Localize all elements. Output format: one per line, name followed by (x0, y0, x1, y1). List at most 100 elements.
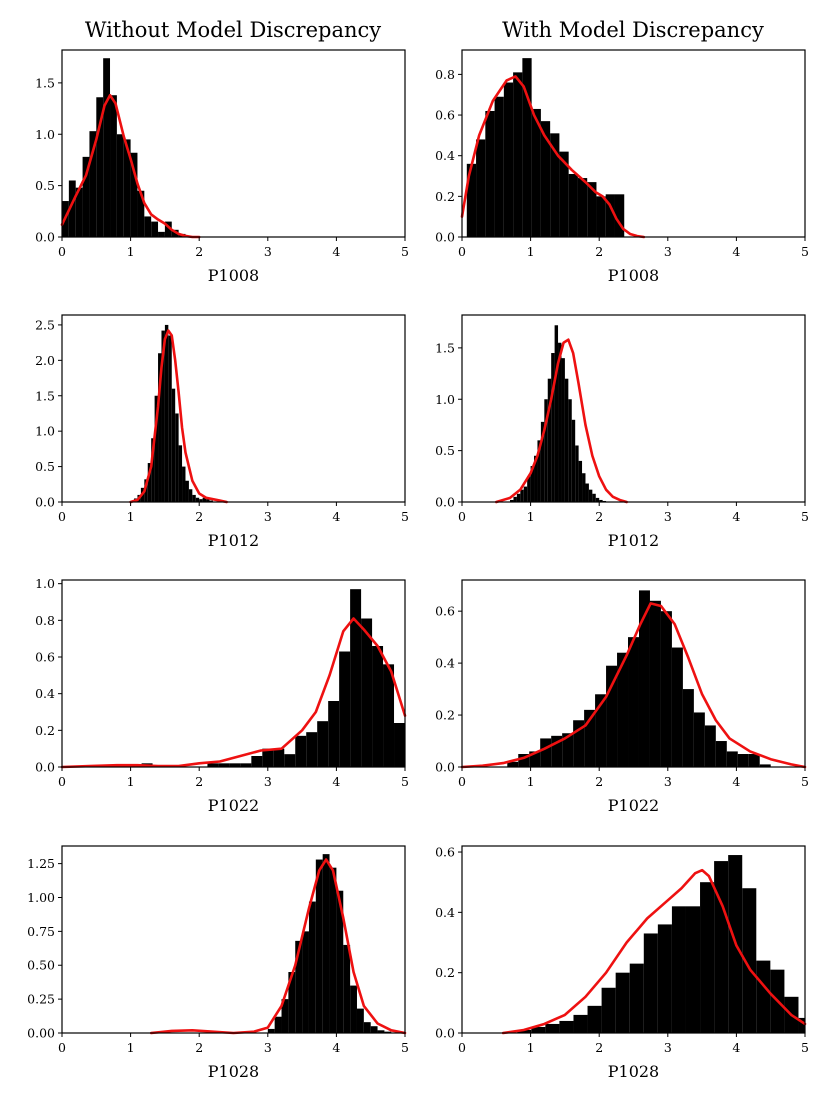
histogram-bar (748, 754, 760, 767)
x-tick-label: 0 (458, 509, 466, 524)
histogram-bar (737, 754, 749, 767)
y-tick-label: 0.25 (27, 992, 55, 1007)
y-tick-label: 0.0 (435, 230, 455, 245)
histogram-panel-1: 0 1 2 3 4 5 0.0 0.5 1.0 1.5 P1008 (35, 49, 409, 285)
axes-frame (61, 845, 406, 1034)
histogram-bar (195, 497, 200, 502)
histogram-bar (161, 330, 165, 502)
histogram-bar (284, 754, 296, 767)
axes-frame (61, 49, 406, 238)
y-tick-label: 0.8 (35, 613, 55, 628)
y-tick-label: 0.50 (27, 958, 55, 973)
histogram-bar (601, 987, 616, 1033)
histogram-bar (693, 712, 705, 767)
x-tick-label: 1 (527, 774, 535, 789)
histogram-bar (643, 933, 658, 1033)
histogram-bar (756, 960, 771, 1033)
histogram-bar (671, 647, 683, 767)
y-tick-label: 0.8 (435, 67, 455, 82)
histogram-bar (137, 190, 145, 237)
y-tick-label: 0.6 (435, 604, 455, 619)
histogram-bar (540, 738, 552, 767)
x-tick-label: 1 (527, 244, 535, 259)
axes-frame (61, 579, 406, 768)
x-tick-label: 5 (401, 1040, 409, 1055)
x-tick-label: 5 (801, 774, 809, 789)
histogram-bar (295, 940, 303, 1033)
histogram-bar (154, 395, 159, 502)
histogram-bar (302, 931, 309, 1033)
histogram-bar (562, 733, 574, 767)
histogram-bar (476, 139, 486, 237)
x-axis-label: P1008 (208, 266, 259, 285)
histogram-bar (513, 496, 517, 502)
histogram-bar (116, 134, 124, 237)
x-tick-label: 1 (127, 509, 135, 524)
kde-curve (60, 93, 201, 239)
histogram-bar (466, 163, 477, 237)
x-tick-label: 4 (732, 774, 740, 789)
x-tick-label: 4 (332, 1040, 340, 1055)
y-tick-label: 0.0 (435, 760, 455, 775)
histogram-bar (306, 732, 318, 767)
x-tick-label: 0 (58, 774, 66, 789)
histogram-bar (531, 1026, 546, 1033)
histogram-bar (534, 455, 538, 502)
x-tick-label: 1 (127, 244, 135, 259)
histogram-bar (151, 438, 155, 502)
x-tick-label: 1 (127, 1040, 135, 1055)
histogram-bar (527, 476, 531, 502)
histogram-bar (185, 480, 189, 502)
histogram-bar (350, 589, 362, 767)
histogram-bar (714, 861, 729, 1033)
histogram-bar (188, 489, 193, 502)
y-tick-label: 1.0 (35, 576, 55, 591)
histogram-bar (584, 709, 596, 767)
axes-frame (461, 579, 806, 768)
y-tick-label: 0.4 (435, 148, 455, 163)
x-tick-label: 5 (801, 509, 809, 524)
histogram-bar (151, 221, 159, 237)
kde-curve (494, 338, 628, 504)
x-tick-label: 5 (401, 509, 409, 524)
y-tick-label: 0.2 (35, 723, 55, 738)
x-tick-label: 1 (127, 774, 135, 789)
histogram-bar (322, 854, 330, 1033)
kde-curve (501, 868, 807, 1035)
histogram-bar (317, 721, 329, 767)
x-tick-label: 5 (801, 244, 809, 259)
histogram-bar (130, 152, 138, 237)
x-tick-label: 0 (58, 509, 66, 524)
histogram-bar (554, 325, 559, 502)
histogram-bar (605, 194, 615, 237)
histogram-bar (68, 180, 76, 237)
histogram-bar (571, 419, 576, 502)
histogram-bar (671, 906, 686, 1033)
histogram-bar (158, 231, 165, 237)
x-tick-label: 5 (801, 1040, 809, 1055)
histogram-bar (587, 1005, 602, 1033)
histogram-bar (262, 748, 274, 767)
histogram-bar (588, 489, 593, 502)
y-tick-label: 0.5 (35, 178, 55, 193)
x-tick-label: 2 (595, 244, 603, 259)
x-tick-label: 3 (664, 774, 672, 789)
kde-curve (129, 329, 228, 504)
histogram-bar (700, 882, 715, 1033)
histogram-bar (551, 353, 555, 502)
kde-curve (460, 75, 646, 239)
x-tick-label: 3 (264, 509, 272, 524)
x-tick-label: 2 (195, 244, 203, 259)
x-tick-label: 2 (195, 1040, 203, 1055)
histogram-bar (522, 58, 532, 237)
histogram-bar (103, 58, 111, 237)
histogram-bar (209, 500, 213, 502)
x-tick-label: 4 (332, 774, 340, 789)
histogram-bar (377, 1030, 385, 1033)
histogram-bar (628, 637, 639, 767)
histogram-panel-5: 0 1 2 3 4 5 0.0 0.2 0.4 0.6 0.8 1.0 P1022 (35, 576, 409, 815)
histogram-bar (178, 445, 183, 502)
histogram-bar (171, 229, 179, 237)
x-tick-label: 3 (264, 774, 272, 789)
histogram-bar (295, 735, 307, 767)
